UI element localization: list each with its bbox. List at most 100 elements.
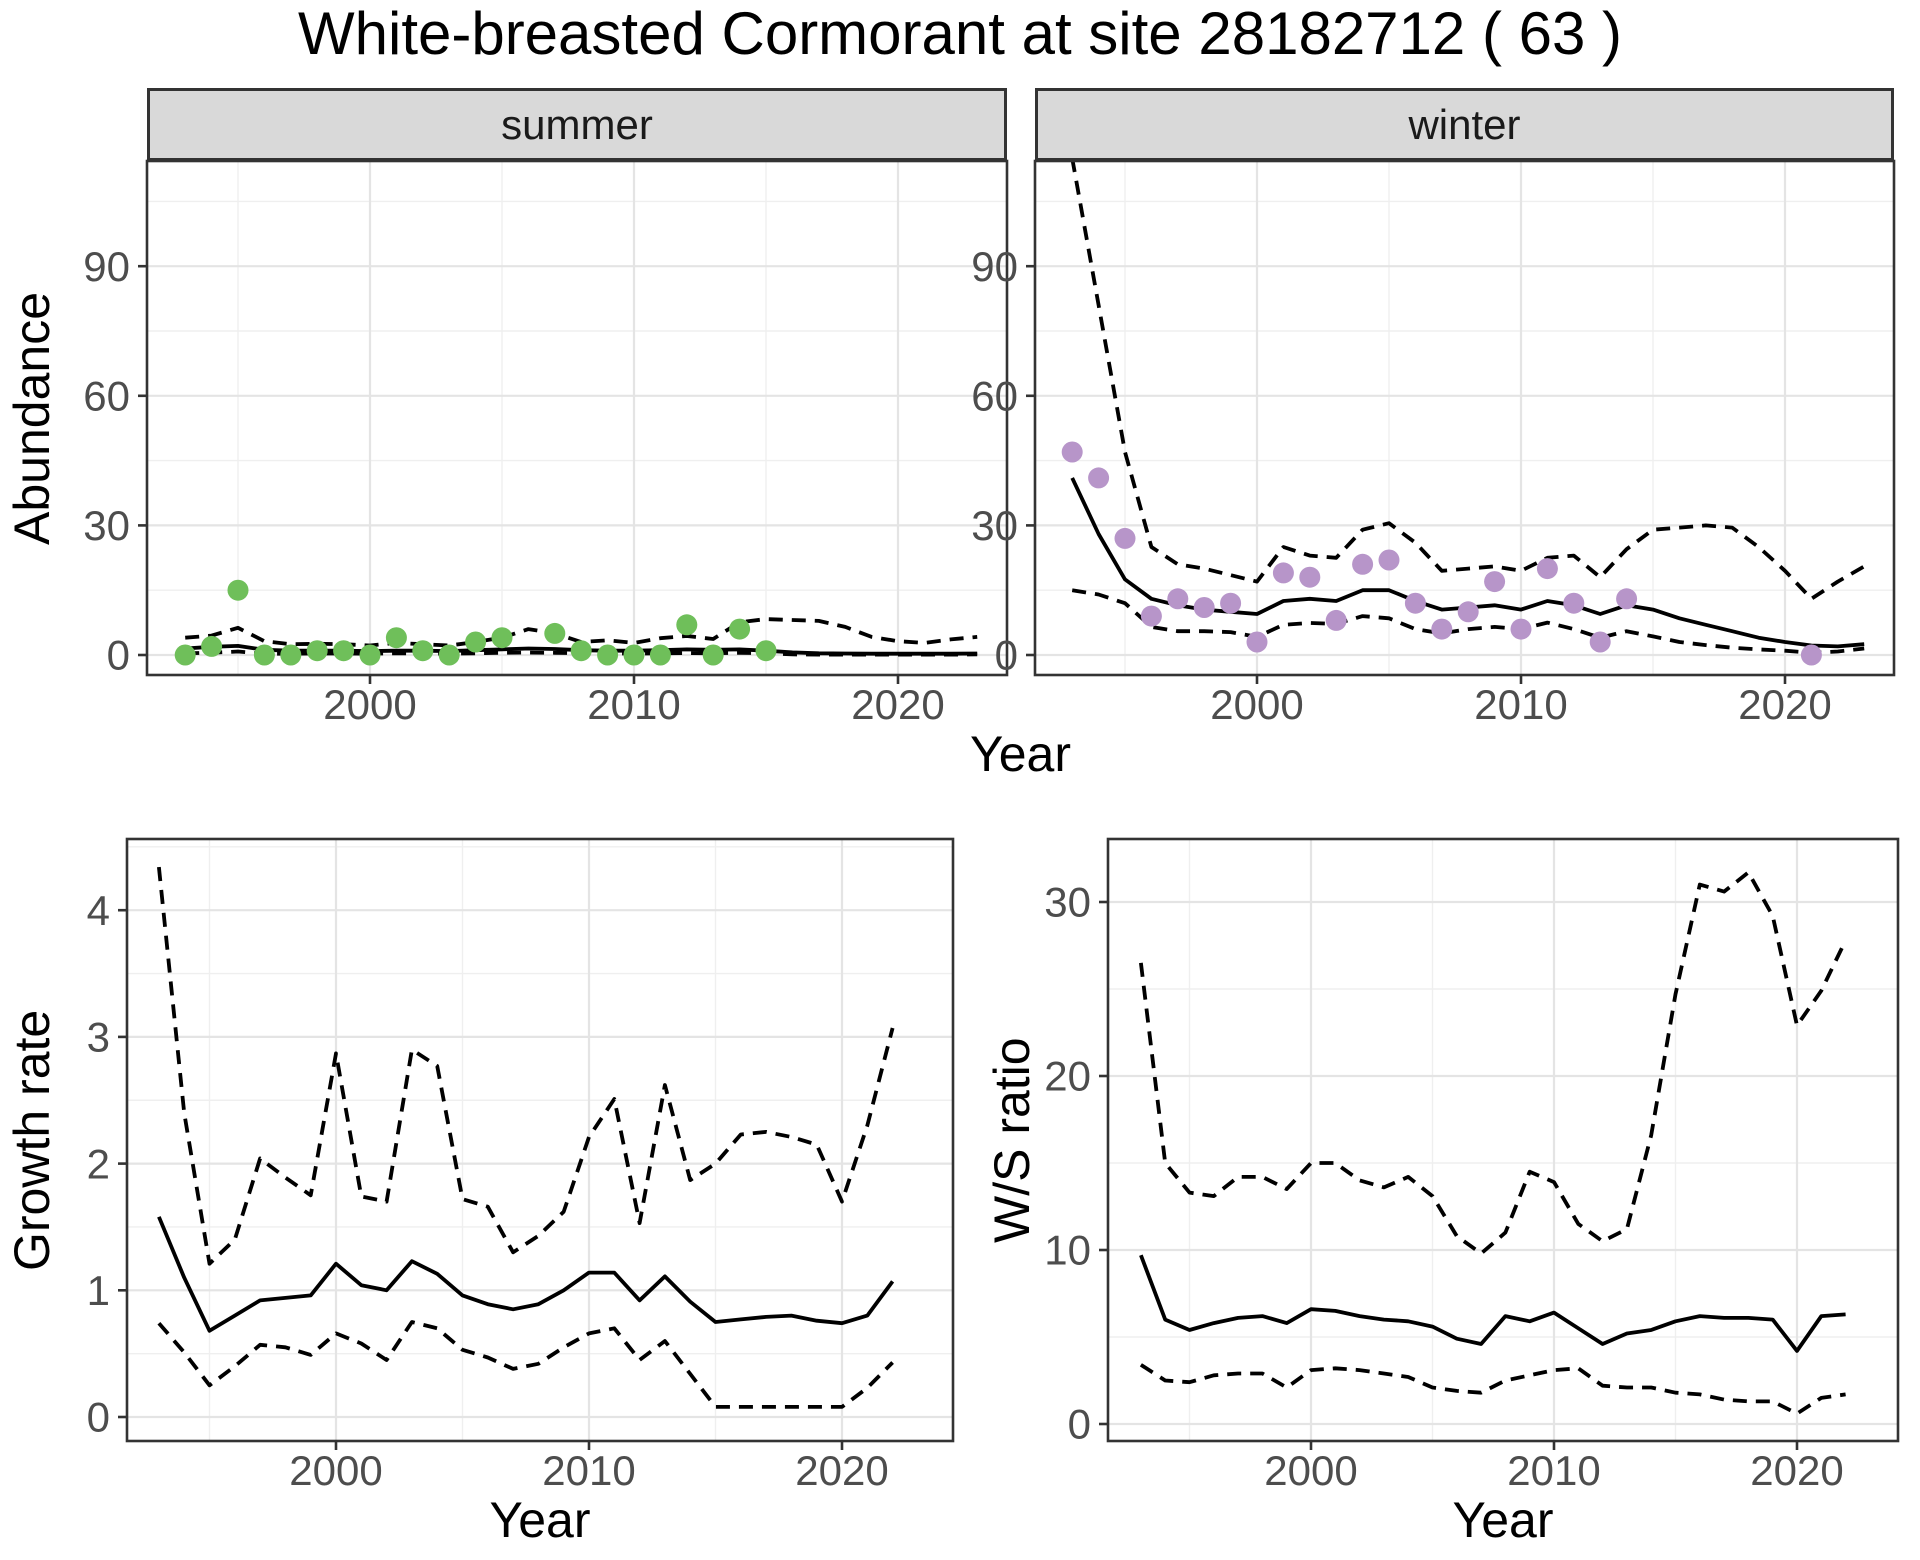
x-tick-label: 2010	[1474, 681, 1567, 728]
x-tick-label: 2000	[323, 681, 416, 728]
winter-data-point	[1299, 566, 1321, 588]
summer-data-point	[412, 640, 434, 662]
y-tick-label: 0	[107, 632, 130, 679]
x-tick-label: 2020	[1738, 681, 1831, 728]
panel-winter: 2000 2010 2020 0 30 60 90	[971, 159, 1896, 728]
winter-data-point	[1325, 609, 1347, 631]
x-tick-label: 2010	[1507, 1447, 1600, 1494]
facet-label-winter: winter	[1408, 100, 1521, 148]
winter-data-point	[1352, 553, 1374, 575]
y-tick-label: 4	[87, 887, 110, 934]
panel-data-layer	[174, 579, 978, 666]
y-tick-label: 0	[87, 1394, 110, 1441]
y-tick-label: 10	[1044, 1227, 1091, 1274]
ws-fit-line	[1139, 1254, 1846, 1353]
y-tick-label: 90	[83, 243, 130, 290]
summer-data-point	[306, 640, 328, 662]
y-tick-label: 30	[971, 502, 1018, 549]
winter-data-point	[1167, 588, 1189, 610]
summer-data-point	[359, 644, 381, 666]
year-axis-title-top: Year	[969, 726, 1072, 782]
ws-upper_ci-line	[1139, 870, 1848, 1256]
summer-data-point	[729, 618, 751, 640]
x-tick-label: 2020	[851, 681, 944, 728]
y-tick-label: 3	[87, 1014, 110, 1061]
winter-upper_ci-line	[1070, 161, 1866, 601]
panel-border	[125, 837, 955, 1443]
year-axis-title-bottom-right: Year	[1452, 1492, 1554, 1548]
summer-data-point	[280, 644, 302, 666]
winter-data-point	[1800, 644, 1822, 666]
x-tick-label: 2010	[542, 1447, 635, 1494]
growth-upper_ci-line	[157, 866, 895, 1266]
panel-ws: 2000 2010 2020 0 10 20 30	[1044, 837, 1900, 1494]
winter-data-point	[1457, 601, 1479, 623]
summer-data-point	[544, 622, 566, 644]
panel-background	[147, 161, 1007, 675]
panel-border	[1033, 159, 1896, 677]
y-tick-label: 20	[1044, 1053, 1091, 1100]
facet-label-summer: summer	[501, 100, 653, 148]
winter-lower_ci-line	[1071, 588, 1865, 655]
winter-data-point	[1484, 571, 1506, 593]
year-axis-title-bottom-left: Year	[489, 1492, 591, 1548]
winter-data-point	[1140, 605, 1162, 627]
winter-data-point	[1536, 558, 1558, 580]
facet-strip-summer: summer	[147, 88, 1007, 161]
winter-data-point	[1088, 467, 1110, 489]
summer-data-point	[385, 627, 407, 649]
y-tick-label: 0	[995, 632, 1018, 679]
x-tick-label: 2000	[1210, 681, 1303, 728]
summer-data-point	[570, 640, 592, 662]
winter-data-point	[1114, 527, 1136, 549]
winter-data-point	[1510, 618, 1532, 640]
facet-strip-winter: winter	[1035, 88, 1894, 161]
x-tick-label: 2020	[795, 1447, 888, 1494]
winter-data-point	[1220, 592, 1242, 614]
x-tick-label: 2010	[587, 681, 680, 728]
summer-data-point	[597, 644, 619, 666]
abundance-axis-title: Abundance	[4, 291, 60, 545]
y-tick-label: 60	[971, 373, 1018, 420]
ws-lower_ci-line	[1139, 1363, 1846, 1416]
y-tick-label: 30	[83, 502, 130, 549]
summer-data-point	[174, 644, 196, 666]
panel-border	[1106, 837, 1900, 1443]
panel-data-layer	[1139, 870, 1848, 1416]
panel-data-layer	[157, 866, 895, 1409]
winter-data-point	[1378, 549, 1400, 571]
summer-data-point	[755, 640, 777, 662]
y-tick-label: 30	[1044, 879, 1091, 926]
y-tick-label: 1	[87, 1267, 110, 1314]
winter-data-point	[1061, 441, 1083, 463]
ws-ratio-axis-title: W/S ratio	[984, 1037, 1040, 1243]
y-tick-label: 2	[87, 1140, 110, 1187]
chart-title: White-breasted Cormorant at site 2818271…	[297, 0, 1622, 67]
summer-data-point	[676, 614, 698, 636]
panel-summer: 2000 2010 2020 0 30 60 90	[83, 159, 1009, 728]
winter-data-point	[1589, 631, 1611, 653]
summer-data-point	[438, 644, 460, 666]
growth-rate-axis-title: Growth rate	[4, 1009, 60, 1271]
panel-background	[127, 839, 953, 1441]
y-tick-label: 60	[83, 373, 130, 420]
summer-data-point	[649, 644, 671, 666]
summer-data-point	[465, 631, 487, 653]
panel-growth: 2000 2010 2020 0 1 2 3 4	[87, 837, 955, 1494]
y-tick-label: 90	[971, 243, 1018, 290]
growth-lower_ci-line	[157, 1320, 894, 1409]
y-tick-label: 0	[1068, 1401, 1091, 1448]
summer-data-point	[201, 635, 223, 657]
winter-data-point	[1246, 631, 1268, 653]
winter-data-point	[1431, 618, 1453, 640]
winter-data-point	[1272, 562, 1294, 584]
winter-data-point	[1616, 588, 1638, 610]
panel-background	[1035, 161, 1894, 675]
panel-data-layer	[1061, 161, 1866, 666]
x-tick-label: 2020	[1750, 1447, 1843, 1494]
summer-data-point	[623, 644, 645, 666]
summer-data-point	[253, 644, 275, 666]
x-tick-label: 2000	[289, 1447, 382, 1494]
